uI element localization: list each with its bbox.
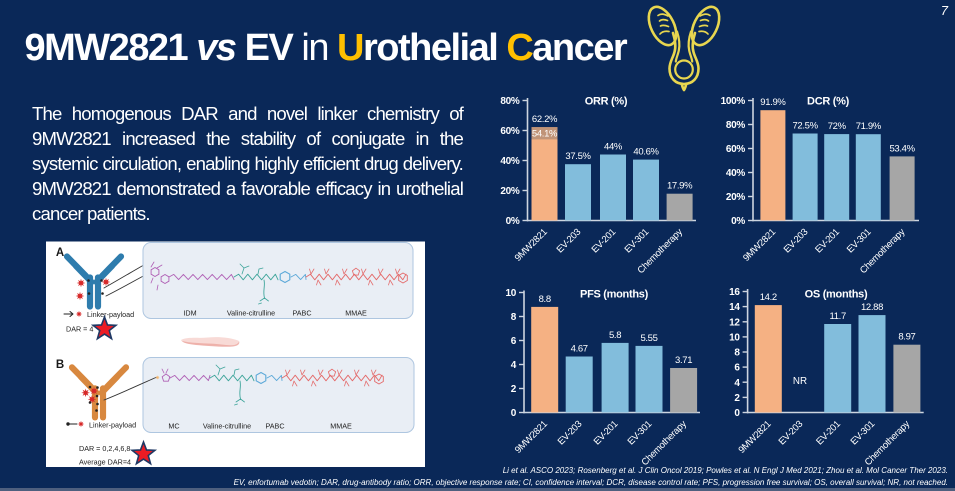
- svg-text:11.7: 11.7: [830, 311, 846, 322]
- svg-text:2: 2: [511, 384, 517, 395]
- svg-text:17.9%: 17.9%: [667, 181, 693, 192]
- svg-text:10: 10: [729, 333, 740, 344]
- svg-text:71.9%: 71.9%: [856, 121, 882, 132]
- svg-text:53.4%: 53.4%: [890, 143, 916, 154]
- svg-text:Linker-payload: Linker-payload: [89, 421, 136, 430]
- svg-text:91.9%: 91.9%: [760, 97, 786, 108]
- svg-text:72.5%: 72.5%: [793, 121, 819, 132]
- svg-text:12: 12: [729, 317, 740, 328]
- svg-text:NR: NR: [793, 376, 807, 387]
- svg-text:MMAE: MMAE: [330, 422, 352, 431]
- svg-text:10: 10: [505, 288, 516, 299]
- svg-text:4: 4: [734, 378, 740, 389]
- svg-text:44%: 44%: [604, 142, 623, 153]
- svg-text:EV-203: EV-203: [556, 419, 585, 448]
- svg-text:MMAE: MMAE: [345, 309, 367, 318]
- svg-text:A: A: [56, 247, 64, 259]
- svg-text:IDM: IDM: [183, 309, 196, 318]
- svg-text:12.88: 12.88: [861, 302, 883, 313]
- svg-text:6: 6: [734, 363, 740, 374]
- svg-text:DAR = 0,2,4,6,8: DAR = 0,2,4,6,8: [79, 444, 130, 453]
- svg-text:Valine-citrulline: Valine-citrulline: [227, 309, 275, 318]
- svg-text:9MW2821: 9MW2821: [741, 227, 778, 264]
- svg-text:62.2%: 62.2%: [532, 114, 558, 125]
- svg-text:DAR = 4: DAR = 4: [66, 325, 93, 334]
- svg-text:OS (months): OS (months): [805, 289, 868, 301]
- svg-text:EV-201: EV-201: [813, 227, 842, 256]
- svg-text:0%: 0%: [731, 216, 745, 227]
- svg-text:0: 0: [511, 408, 517, 419]
- svg-text:Linker-payload: Linker-payload: [87, 310, 134, 319]
- svg-text:80%: 80%: [726, 120, 746, 131]
- svg-text:EV-203: EV-203: [555, 227, 584, 256]
- svg-text:16: 16: [729, 287, 740, 298]
- svg-text:9MW2821: 9MW2821: [513, 419, 550, 456]
- svg-text:8: 8: [734, 348, 740, 359]
- svg-text:MC: MC: [168, 422, 179, 431]
- svg-text:8.8: 8.8: [539, 294, 551, 305]
- svg-text:40.6%: 40.6%: [633, 147, 659, 158]
- svg-text:54.1%: 54.1%: [532, 129, 558, 140]
- svg-text:14: 14: [729, 302, 740, 313]
- svg-text:20%: 20%: [500, 186, 520, 197]
- svg-text:8.97: 8.97: [898, 332, 915, 343]
- svg-text:DCR (%): DCR (%): [807, 96, 850, 108]
- svg-text:Valine-citrulline: Valine-citrulline: [203, 422, 251, 431]
- svg-text:EV-201: EV-201: [592, 419, 621, 448]
- svg-text:Average DAR=4: Average DAR=4: [79, 458, 131, 467]
- svg-text:5.55: 5.55: [640, 333, 657, 344]
- svg-text:EV-201: EV-201: [590, 227, 619, 256]
- svg-text:B: B: [56, 359, 64, 371]
- svg-text:80%: 80%: [500, 96, 520, 107]
- svg-text:PABC: PABC: [265, 422, 284, 431]
- svg-text:60%: 60%: [726, 144, 746, 155]
- svg-text:EV-301: EV-301: [849, 419, 878, 448]
- svg-text:4: 4: [511, 360, 517, 371]
- svg-text:9MW2821: 9MW2821: [737, 419, 774, 456]
- svg-text:20%: 20%: [726, 192, 746, 203]
- svg-text:5.8: 5.8: [609, 330, 621, 341]
- svg-text:EV-203: EV-203: [777, 419, 806, 448]
- svg-text:3.71: 3.71: [675, 355, 692, 366]
- svg-text:EV-301: EV-301: [623, 227, 652, 256]
- svg-text:40%: 40%: [500, 156, 520, 167]
- svg-text:60%: 60%: [500, 126, 520, 137]
- svg-text:9MW2821: 9MW2821: [513, 227, 550, 264]
- svg-text:6: 6: [511, 336, 517, 347]
- svg-text:72%: 72%: [828, 121, 847, 132]
- svg-text:40%: 40%: [726, 168, 746, 179]
- svg-text:14.2: 14.2: [760, 292, 777, 303]
- svg-text:EV-301: EV-301: [845, 227, 874, 256]
- svg-text:EV-301: EV-301: [626, 419, 655, 448]
- svg-text:2: 2: [734, 393, 740, 404]
- svg-text:EV-203: EV-203: [782, 227, 811, 256]
- svg-text:0%: 0%: [506, 216, 520, 227]
- svg-text:EV-201: EV-201: [814, 419, 843, 448]
- svg-text:37.5%: 37.5%: [565, 151, 591, 162]
- svg-text:0: 0: [734, 408, 740, 419]
- svg-text:8: 8: [511, 312, 517, 323]
- svg-text:ORR (%): ORR (%): [585, 96, 628, 108]
- svg-text:PFS (months): PFS (months): [580, 289, 649, 301]
- svg-text:100%: 100%: [721, 96, 746, 107]
- svg-text:PABC: PABC: [292, 309, 311, 318]
- svg-text:4.67: 4.67: [571, 344, 588, 355]
